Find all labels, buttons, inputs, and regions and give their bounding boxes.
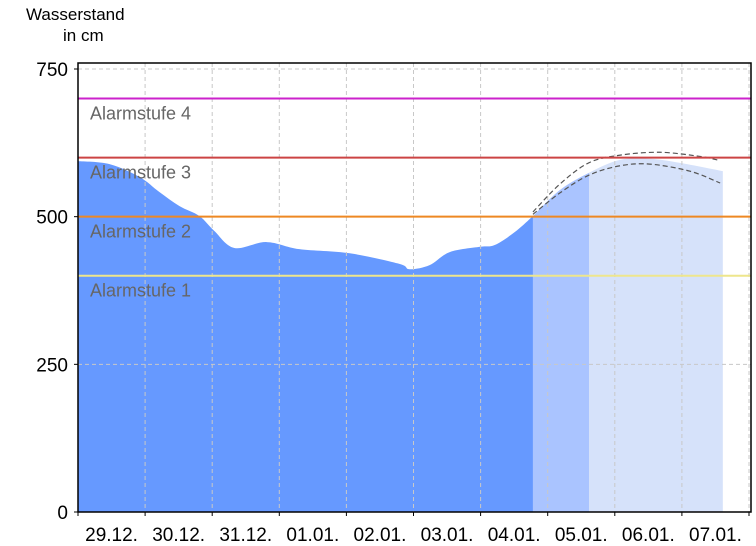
y-axis-title-line1: Wasserstand bbox=[26, 5, 125, 24]
area-fills bbox=[78, 158, 723, 513]
alarm-label: Alarmstufe 1 bbox=[90, 281, 191, 301]
measured-area bbox=[78, 161, 533, 513]
y-tick-label: 750 bbox=[36, 60, 68, 81]
x-tick-label: 05.01. bbox=[555, 525, 608, 546]
x-tick-label: 02.01. bbox=[354, 525, 407, 546]
grid-lines bbox=[78, 63, 751, 512]
alarm-label: Alarmstufe 3 bbox=[90, 163, 191, 183]
y-tick-label: 500 bbox=[36, 208, 68, 229]
forecast-upper-bound bbox=[532, 151, 718, 213]
tick-labels: 750 500 250 0 29.12. 30.12. 31.12. 01.01. 02.01.… bbox=[36, 60, 742, 546]
x-tick-label: 30.12. bbox=[152, 525, 205, 546]
alarm-label: Alarmstufe 4 bbox=[90, 104, 191, 124]
y-tick-label: 0 bbox=[57, 503, 68, 524]
y-axis-title-line2: in cm bbox=[63, 26, 104, 45]
plot-frame bbox=[77, 62, 752, 513]
x-tick-label: 07.01. bbox=[689, 525, 742, 546]
forecast-band-lines bbox=[532, 151, 721, 215]
forecast-far-area bbox=[589, 158, 723, 512]
forecast-lower-bound bbox=[532, 163, 721, 215]
alarm-label: Alarmstufe 2 bbox=[90, 222, 191, 242]
x-tick-label: 29.12. bbox=[85, 525, 138, 546]
x-tick-label: 06.01. bbox=[622, 525, 675, 546]
x-tick-label: 31.12. bbox=[219, 525, 272, 546]
x-tick-label: 04.01. bbox=[488, 525, 541, 546]
x-tick-label: 01.01. bbox=[286, 525, 339, 546]
axes bbox=[74, 62, 752, 516]
y-tick-label: 250 bbox=[36, 355, 68, 376]
alarm-level-lines: Alarmstufe 4 Alarmstufe 3 Alarmstufe 2 Alar… bbox=[78, 97, 751, 301]
forecast-near-area bbox=[532, 172, 589, 512]
x-tick-label: 03.01. bbox=[421, 525, 474, 546]
